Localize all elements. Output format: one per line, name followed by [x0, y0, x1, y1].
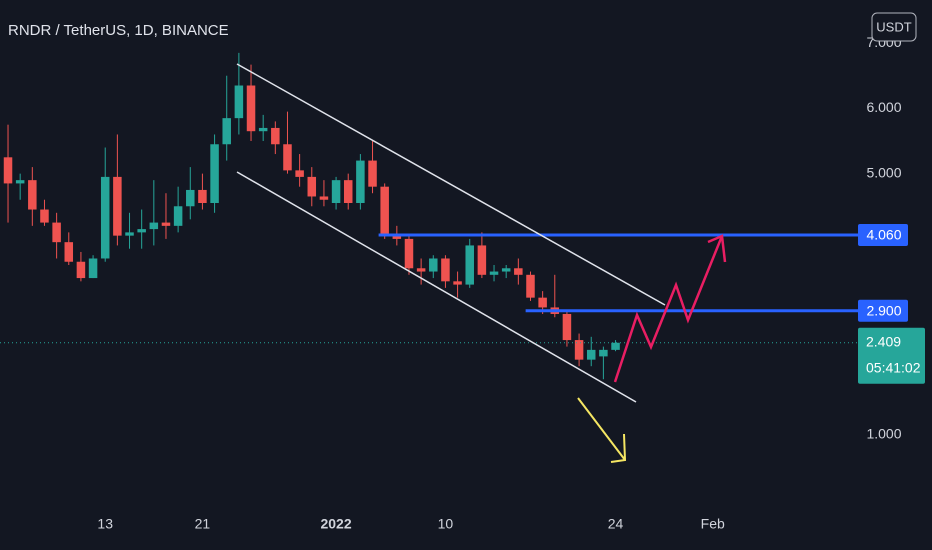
candle-body: [113, 176, 122, 236]
candle-body: [343, 180, 353, 204]
candle-body: [15, 180, 25, 184]
candle-body: [429, 258, 438, 272]
candle-body: [611, 342, 620, 350]
candle-body: [586, 349, 596, 360]
price-label-box: [858, 223, 908, 246]
projection-arrowhead: [707, 234, 727, 263]
candle-body: [283, 144, 292, 171]
candle-body: [246, 85, 256, 132]
y-tick-label: 1.000: [866, 425, 901, 441]
channel-lower: [236, 171, 637, 403]
plot: [0, 52, 860, 380]
currency-label[interactable]: USDT: [876, 19, 911, 34]
price-label: 2.900: [866, 302, 901, 318]
candle-body: [161, 222, 171, 226]
countdown: 05:41:02: [866, 359, 921, 375]
candle-body: [52, 222, 61, 243]
candle-body: [501, 268, 511, 272]
last-price-label: 2.409: [866, 333, 901, 349]
x-tick-label: 2022: [320, 516, 351, 532]
candle-body: [40, 209, 49, 223]
currency-button[interactable]: [871, 12, 917, 42]
candle-body: [186, 189, 195, 207]
candle-body: [599, 349, 608, 357]
candle-body: [489, 271, 499, 275]
candle-body: [295, 170, 304, 177]
candle-body: [453, 281, 462, 285]
candle-body: [465, 245, 474, 285]
candle-body: [137, 229, 146, 233]
candle-body: [404, 238, 414, 269]
candle-body: [574, 340, 584, 360]
channel-upper: [236, 63, 666, 306]
drawings: [236, 63, 727, 463]
x-tick-label: 13: [97, 516, 113, 532]
candle-body: [307, 176, 317, 197]
candle-body: [526, 274, 535, 298]
candle-body: [149, 222, 159, 230]
candle-body: [356, 160, 365, 204]
candle-body: [258, 127, 268, 132]
candle-body: [173, 206, 183, 226]
candle-body: [441, 258, 450, 282]
y-tick-label: 5.000: [866, 164, 901, 180]
candle-body: [271, 127, 280, 145]
candle-body: [234, 85, 244, 119]
candle-body: [368, 160, 377, 187]
candle-body: [222, 118, 231, 145]
candle-body: [380, 186, 389, 236]
x-tick-label: 21: [195, 516, 211, 532]
candle-body: [319, 196, 329, 200]
x-tick-label: 24: [608, 516, 624, 532]
candle-body: [331, 180, 341, 204]
chart-title: RNDR / TetherUS, 1D, BINANCE: [8, 22, 229, 39]
y-tick-label: 6.000: [866, 99, 901, 115]
candle-body: [100, 176, 110, 259]
candle-body: [125, 232, 134, 236]
projection-path: [613, 235, 724, 383]
candle-body: [416, 268, 426, 272]
down-arrowhead: [610, 433, 627, 463]
candle-body: [514, 268, 523, 275]
candle-body: [477, 245, 487, 275]
candle-body: [210, 144, 219, 204]
candle-body: [88, 258, 98, 279]
candle-body: [392, 235, 402, 239]
price-label-box: [858, 299, 908, 322]
candle-body: [562, 313, 572, 341]
candle-body: [3, 157, 13, 184]
last-price-box: [858, 327, 925, 384]
price-label: 4.060: [866, 227, 901, 243]
candle-body: [28, 180, 37, 210]
candle-body: [76, 261, 86, 279]
x-tick-label: 10: [438, 516, 454, 532]
down-arrow: [577, 397, 626, 461]
candle-body: [538, 297, 547, 308]
candle-body: [198, 189, 207, 204]
candle-body: [64, 242, 74, 262]
x-tick-label: Feb: [701, 516, 725, 532]
